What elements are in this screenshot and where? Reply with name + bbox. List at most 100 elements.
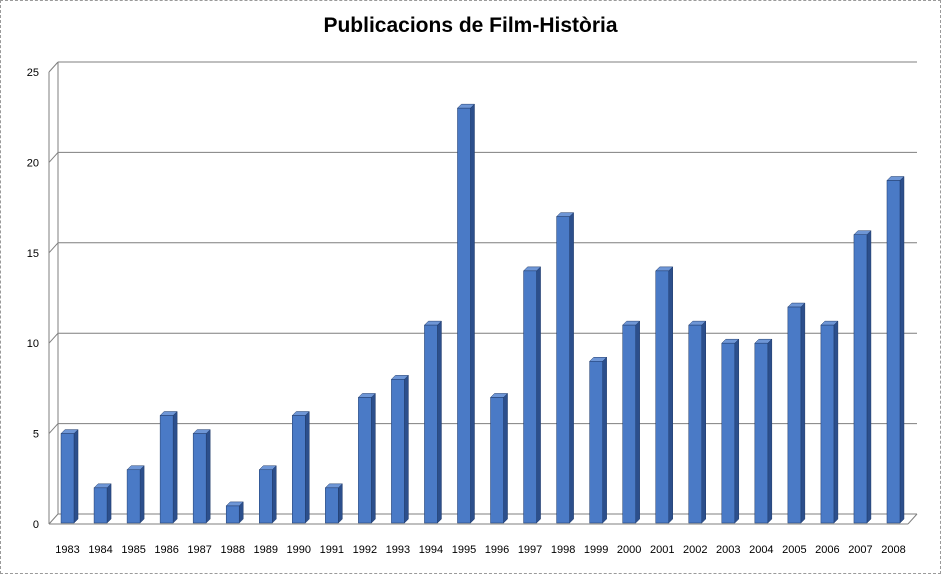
x-tick-label: 2003 bbox=[716, 544, 740, 556]
bar-side bbox=[437, 320, 442, 524]
bar bbox=[60, 433, 75, 524]
bar-side bbox=[172, 410, 178, 524]
bar-side bbox=[701, 320, 706, 524]
gridline-side bbox=[48, 61, 59, 73]
bar-1999 bbox=[589, 356, 608, 524]
x-tick-label: 2001 bbox=[650, 544, 674, 556]
x-tick-label: 2006 bbox=[815, 544, 839, 556]
bar bbox=[622, 324, 636, 524]
x-tick-label: 1990 bbox=[287, 544, 311, 556]
y-tick-label: 5 bbox=[33, 429, 39, 441]
bar bbox=[490, 397, 504, 524]
bar bbox=[853, 234, 868, 524]
bar-side bbox=[833, 320, 839, 524]
bar-2002 bbox=[688, 320, 707, 524]
x-tick-label: 2004 bbox=[749, 544, 773, 556]
x-tick-label: 2005 bbox=[782, 544, 806, 556]
x-tick-label: 1985 bbox=[121, 544, 145, 556]
bar bbox=[325, 487, 339, 524]
bar bbox=[159, 415, 174, 524]
bar bbox=[589, 361, 603, 524]
x-tick-label: 2002 bbox=[683, 544, 707, 556]
bar-side bbox=[73, 428, 79, 524]
x-tick-label: 1993 bbox=[386, 544, 410, 556]
bar-side bbox=[305, 410, 310, 524]
bar-1990 bbox=[291, 410, 310, 524]
floor-edge bbox=[907, 513, 918, 525]
bar-side bbox=[139, 465, 145, 524]
bar-side bbox=[866, 230, 872, 524]
bar bbox=[259, 469, 273, 524]
bar-1988 bbox=[225, 501, 244, 524]
bar bbox=[391, 379, 405, 524]
bar-side bbox=[635, 320, 640, 524]
bar bbox=[754, 342, 769, 524]
bar bbox=[787, 306, 802, 524]
gridline-side bbox=[48, 423, 59, 434]
y-tick-label: 20 bbox=[27, 157, 39, 169]
bar-side bbox=[800, 302, 806, 524]
bar-1993 bbox=[390, 374, 410, 524]
bar-1994 bbox=[423, 320, 443, 524]
gridline-side bbox=[48, 152, 59, 163]
bar-1998 bbox=[555, 212, 575, 524]
bar bbox=[721, 342, 736, 524]
x-tick-label: 1995 bbox=[452, 544, 476, 556]
bar-side bbox=[569, 212, 574, 524]
y-tick-label: 0 bbox=[33, 519, 39, 531]
bar-1986 bbox=[159, 410, 178, 524]
bar-1985 bbox=[126, 465, 145, 524]
bar-side bbox=[404, 374, 409, 524]
bar-side bbox=[106, 483, 112, 524]
x-tick-label: 1987 bbox=[187, 544, 211, 556]
bar-1996 bbox=[489, 392, 509, 524]
x-tick-label: 1988 bbox=[220, 544, 244, 556]
x-tick-label: 2000 bbox=[617, 544, 641, 556]
bar-2006 bbox=[820, 320, 839, 524]
bar bbox=[93, 487, 108, 524]
bar bbox=[457, 107, 471, 524]
bar-1995 bbox=[456, 103, 476, 524]
x-tick-label: 1984 bbox=[88, 544, 112, 556]
bar-side bbox=[899, 175, 905, 524]
bar bbox=[192, 433, 207, 524]
bar bbox=[820, 324, 835, 524]
bar-2005 bbox=[787, 302, 806, 524]
bar-2004 bbox=[754, 338, 773, 524]
bar-1983 bbox=[60, 428, 79, 524]
bar-side bbox=[503, 392, 508, 524]
bar bbox=[688, 324, 702, 524]
bar-1989 bbox=[258, 465, 277, 524]
bar-1992 bbox=[357, 392, 376, 524]
y-tick-label: 25 bbox=[27, 67, 39, 79]
x-tick-label: 1999 bbox=[584, 544, 608, 556]
gridline-side bbox=[48, 513, 59, 525]
bar bbox=[225, 505, 240, 524]
x-tick-label: 1998 bbox=[551, 544, 575, 556]
y-tick-label: 10 bbox=[27, 338, 39, 350]
bar-2007 bbox=[853, 230, 872, 524]
bar bbox=[126, 469, 141, 524]
bar-side bbox=[734, 338, 740, 524]
bar-side bbox=[371, 392, 376, 524]
x-tick-label: 2008 bbox=[881, 544, 905, 556]
x-tick-label: 1986 bbox=[154, 544, 178, 556]
bar bbox=[655, 270, 669, 524]
bar-1987 bbox=[192, 428, 211, 524]
x-tick-label: 2007 bbox=[848, 544, 872, 556]
bar-side bbox=[272, 465, 277, 524]
bar-side bbox=[338, 483, 343, 524]
bar-side bbox=[205, 428, 211, 524]
bar-2003 bbox=[721, 338, 740, 524]
x-tick-label: 1983 bbox=[55, 544, 79, 556]
bar-2000 bbox=[622, 320, 641, 524]
y-tick-label: 15 bbox=[27, 248, 39, 260]
x-tick-label: 1991 bbox=[320, 544, 344, 556]
x-tick-label: 1994 bbox=[419, 544, 443, 556]
bar-side bbox=[602, 356, 607, 524]
x-tick-label: 1997 bbox=[518, 544, 542, 556]
gridline-side bbox=[48, 332, 59, 344]
bar-side bbox=[536, 266, 541, 524]
x-tick-label: 1992 bbox=[353, 544, 377, 556]
